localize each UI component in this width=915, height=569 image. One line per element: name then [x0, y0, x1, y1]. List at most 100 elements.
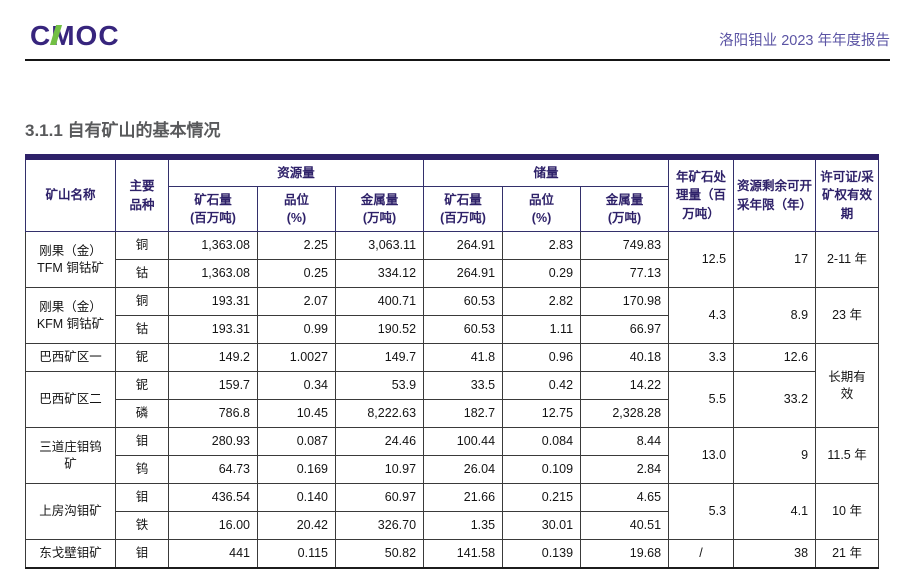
col-header-mine-name: 矿山名称	[25, 156, 116, 232]
mine-name-cell: 三道庄钼钨 矿	[25, 427, 116, 484]
resource-grade-cell: 10.45	[257, 399, 336, 428]
remaining-years-cell: 8.9	[733, 287, 817, 344]
variety-cell: 钼	[115, 427, 169, 456]
variety-cell: 钴	[115, 259, 169, 288]
reserve-grade-cell: 30.01	[502, 511, 582, 540]
variety-cell: 钼	[115, 539, 169, 569]
reserve-metal-cell: 749.83	[580, 231, 670, 260]
resource-grade-cell: 0.140	[257, 483, 336, 512]
remaining-years-cell: 12.6	[733, 343, 817, 372]
header-group-row: 矿山名称 主要 品种 资源量 储量 年矿石处理量（百万吨） 资源剩余可开采年限（…	[25, 156, 880, 232]
resource-metal-cell: 10.97	[334, 455, 425, 484]
col-header-license: 许可证/采矿权有效期	[815, 156, 880, 232]
col-header-annual-processing: 年矿石处理量（百万吨）	[668, 156, 735, 232]
reserve-ore-cell: 264.91	[423, 231, 504, 260]
variety-cell: 钼	[115, 483, 169, 512]
resource-grade-cell: 0.087	[257, 427, 336, 456]
mine-name-cell: 刚果（金） KFM 铜钴矿	[25, 287, 116, 344]
reserve-grade-cell: 0.96	[502, 343, 582, 372]
resource-metal-cell: 190.52	[334, 315, 425, 344]
variety-cell: 铜	[115, 287, 169, 316]
col-header-resource-grade: 品位 (%)	[257, 186, 336, 232]
variety-cell: 铁	[115, 511, 169, 540]
resource-grade-cell: 0.169	[257, 455, 336, 484]
annual-processing-cell: 3.3	[668, 343, 735, 372]
remaining-years-cell: 4.1	[733, 483, 817, 540]
resource-ore-cell: 16.00	[168, 511, 258, 540]
reserve-metal-cell: 14.22	[580, 371, 670, 400]
resource-ore-cell: 193.31	[168, 287, 258, 316]
annual-processing-cell: 12.5	[668, 231, 735, 288]
variety-cell: 钨	[115, 455, 169, 484]
reserve-metal-cell: 66.97	[580, 315, 670, 344]
resource-metal-cell: 60.97	[334, 483, 425, 512]
reserve-grade-cell: 0.42	[502, 371, 582, 400]
resource-ore-cell: 1,363.08	[168, 259, 258, 288]
table-body: 刚果（金） TFM 铜钴矿铜 1,363.08 2.25 3,063.11 264.91…	[25, 231, 880, 569]
table-row: 刚果（金） KFM 铜钴矿铜 193.31 2.07 400.71 60.53 2.82 1…	[25, 287, 880, 344]
resource-metal-cell: 334.12	[334, 259, 425, 288]
variety-cell: 铜	[115, 231, 169, 260]
resource-ore-cell: 1,363.08	[168, 231, 258, 260]
table-row: 三道庄钼钨 矿钼 280.93 0.087 24.46 100.44 0.084 8.44 1…	[25, 427, 880, 484]
remaining-years-cell: 9	[733, 427, 817, 484]
reserve-ore-cell: 100.44	[423, 427, 504, 456]
reserve-ore-cell: 33.5	[423, 371, 504, 400]
col-header-remaining-years: 资源剩余可开采年限（年）	[733, 156, 817, 232]
reserve-metal-cell: 2.84	[580, 455, 670, 484]
table-row: 钨 64.73 0.169 10.97 26.04 0.109 2.84	[26, 455, 879, 484]
resource-ore-cell: 280.93	[168, 427, 258, 456]
cmoc-logo-text: CMOC	[30, 20, 120, 51]
table-row: 东戈壁钼矿钼 441 0.115 50.82 141.58 0.139 19.68/38 21…	[25, 539, 880, 569]
section-title: 3.1.1 自有矿山的基本情况	[25, 121, 221, 140]
reserve-grade-cell: 1.11	[502, 315, 582, 344]
mine-name-cell: 巴西矿区二	[25, 371, 116, 428]
header-sub-row: 矿石量 (百万吨) 品位 (%) 金属量 (万吨) 矿石量 (百万吨) 品位 (…	[26, 186, 879, 232]
reserve-metal-cell: 8.44	[580, 427, 670, 456]
resource-grade-cell: 0.25	[257, 259, 336, 288]
license-cell: 10 年	[815, 483, 880, 540]
resource-grade-cell: 20.42	[257, 511, 336, 540]
resource-grade-cell: 2.25	[257, 231, 336, 260]
reserve-grade-cell: 2.82	[502, 287, 582, 316]
resource-grade-cell: 0.115	[257, 539, 336, 569]
license-cell: 11.5 年	[815, 427, 880, 484]
resource-ore-cell: 159.7	[168, 371, 258, 400]
annual-processing-cell: 5.5	[668, 371, 735, 428]
resource-metal-cell: 50.82	[334, 539, 425, 569]
col-header-resource-ore: 矿石量 (百万吨)	[168, 186, 258, 232]
reserve-metal-cell: 2,328.28	[580, 399, 670, 428]
reserve-ore-cell: 264.91	[423, 259, 504, 288]
annual-processing-cell: 5.3	[668, 483, 735, 540]
reserve-metal-cell: 4.65	[580, 483, 670, 512]
resource-metal-cell: 400.71	[334, 287, 425, 316]
reserve-ore-cell: 60.53	[423, 287, 504, 316]
reserve-ore-cell: 182.7	[423, 399, 504, 428]
reserve-ore-cell: 26.04	[423, 455, 504, 484]
col-header-reserve-metal: 金属量 (万吨)	[580, 186, 670, 232]
reserve-metal-cell: 40.18	[580, 343, 670, 372]
table-row: 巴西矿区二铌 159.7 0.34 53.9 33.5 0.42 14.22 5.5 33.2	[25, 371, 879, 428]
reserve-grade-cell: 0.084	[502, 427, 582, 456]
license-cell: 2-11 年	[815, 231, 880, 288]
col-header-resources-group: 资源量	[167, 156, 425, 187]
report-page: CMOC 洛阳钼业 2023 年年度报告 3.1.1 自有矿山的基本情况 矿山名…	[25, 0, 890, 569]
resource-ore-cell: 436.54	[168, 483, 258, 512]
resource-metal-cell: 53.9	[334, 371, 425, 400]
reserve-metal-cell: 19.68	[580, 539, 670, 569]
reserve-ore-cell: 1.35	[423, 511, 504, 540]
table-row: 磷 786.8 10.45 8,222.63 182.7 12.75 2,328.28	[26, 399, 879, 428]
annual-processing-cell: 13.0	[668, 427, 735, 484]
resource-metal-cell: 8,222.63	[334, 399, 425, 428]
mine-name-cell: 刚果（金） TFM 铜钴矿	[25, 231, 116, 288]
reserve-ore-cell: 21.66	[423, 483, 504, 512]
reserve-ore-cell: 141.58	[423, 539, 504, 569]
col-header-resource-metal: 金属量 (万吨)	[334, 186, 425, 232]
resource-grade-cell: 0.34	[257, 371, 336, 400]
page-header: CMOC 洛阳钼业 2023 年年度报告	[25, 0, 890, 61]
col-header-reserve-ore: 矿石量 (百万吨)	[423, 186, 504, 232]
resource-metal-cell: 24.46	[334, 427, 425, 456]
resource-grade-cell: 0.99	[257, 315, 336, 344]
remaining-years-cell: 38	[733, 539, 817, 569]
license-cell: 21 年	[815, 539, 880, 569]
